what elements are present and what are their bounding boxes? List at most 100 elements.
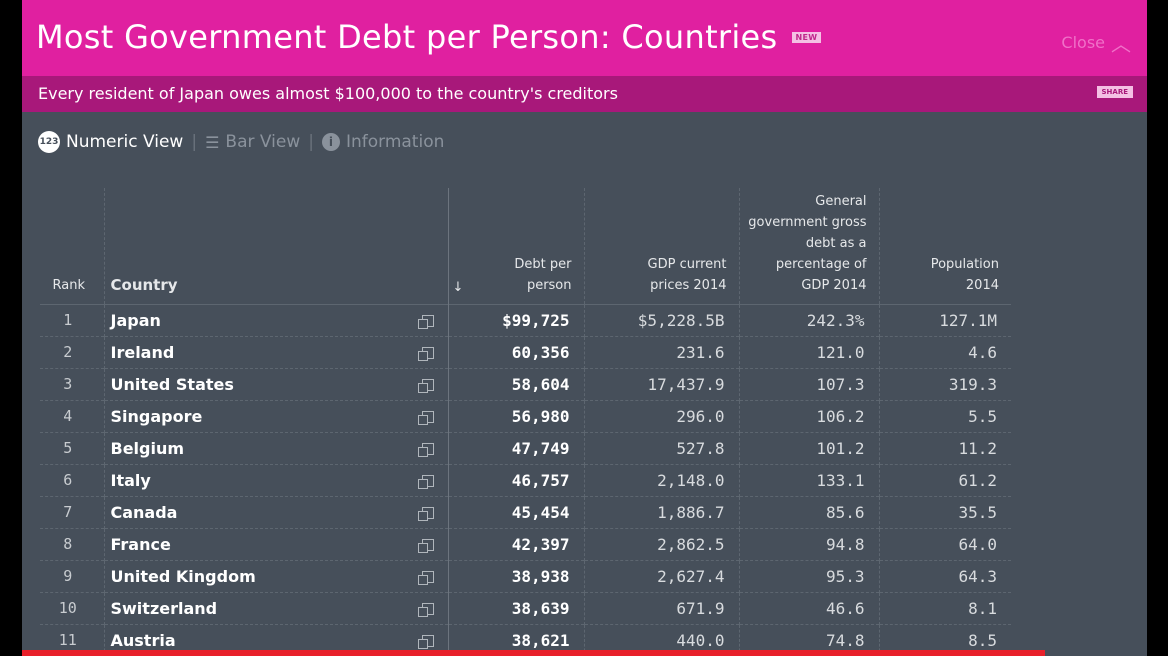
- cell-debt-pct-gdp: 94.8: [738, 527, 879, 560]
- cell-text: Switzerland: [110, 598, 218, 618]
- tab-bar-view[interactable]: Bar View: [225, 132, 301, 152]
- table-row[interactable]: 1 Japan $99,725 $5,228.5B 242.3% 127.1M: [40, 303, 1011, 336]
- cell-population: 319.3: [878, 367, 1011, 400]
- cell-text: 38,938: [511, 566, 570, 586]
- cell-text: 45,454: [511, 502, 570, 522]
- cell-text: 440.0: [676, 630, 725, 650]
- cell-text: 296.0: [676, 406, 725, 426]
- cell-text: 5: [63, 439, 73, 457]
- compare-icon[interactable]: [417, 602, 434, 617]
- cell-text: 38,639: [511, 598, 570, 618]
- cell-debt-per-person: 58,604: [447, 367, 584, 400]
- compare-icon[interactable]: [417, 474, 434, 489]
- cell-text: 46.6: [825, 598, 865, 618]
- col-country[interactable]: Country: [103, 188, 448, 304]
- panel: Most Government Debt per Person: Countri…: [22, 0, 1147, 656]
- compare-icon[interactable]: [417, 378, 434, 393]
- table-row[interactable]: 2 Ireland 60,356 231.6 121.0 4.6: [40, 335, 1011, 368]
- cell-text: 38,621: [511, 630, 570, 650]
- table-row[interactable]: 9 United Kingdom 38,938 2,627.4 95.3 64.3: [40, 559, 1011, 592]
- table-row[interactable]: 10 Switzerland 38,639 671.9 46.6 8.1: [40, 591, 1011, 624]
- cell-text: 231.6: [676, 342, 725, 362]
- numeric-view-icon: 123: [38, 131, 60, 153]
- compare-icon[interactable]: [417, 410, 434, 425]
- tab-information[interactable]: Information: [345, 132, 445, 152]
- cell-text: 8.1: [968, 598, 997, 618]
- cell-gdp: $5,228.5B: [583, 303, 739, 336]
- compare-icon[interactable]: [417, 346, 434, 361]
- cell-country: Singapore: [103, 399, 448, 432]
- cell-text: 58,604: [511, 374, 570, 394]
- cell-text: 242.3%: [806, 310, 865, 330]
- cell-text: 7: [63, 503, 73, 521]
- cell-text: France: [110, 534, 171, 554]
- table-row[interactable]: 6 Italy 46,757 2,148.0 133.1 61.2: [40, 463, 1011, 496]
- table-row[interactable]: 3 United States 58,604 17,437.9 107.3 319.3: [40, 367, 1011, 400]
- cell-debt-per-person: 42,397: [447, 527, 584, 560]
- cell-text: Canada: [110, 502, 178, 522]
- table-row[interactable]: 7 Canada 45,454 1,886.7 85.6 35.5: [40, 495, 1011, 528]
- cell-rank: 8: [40, 527, 104, 560]
- cell-debt-pct-gdp: 121.0: [738, 335, 879, 368]
- cell-text: 5.5: [968, 406, 997, 426]
- cell-gdp: 2,627.4: [583, 559, 739, 592]
- col-rank[interactable]: Rank: [52, 277, 85, 293]
- cell-gdp: 231.6: [583, 335, 739, 368]
- compare-icon[interactable]: [417, 442, 434, 457]
- divider: |: [191, 132, 198, 152]
- cell-text: 85.6: [825, 502, 865, 522]
- cell-text: Austria: [110, 630, 176, 650]
- subheader: Every resident of Japan owes almost $100…: [22, 76, 1147, 112]
- cell-text: Belgium: [110, 438, 185, 458]
- cell-rank: 10: [40, 591, 104, 624]
- cell-text: 60,356: [511, 342, 570, 362]
- col-debt-per-person[interactable]: ↓ Debt per person: [447, 188, 584, 304]
- cell-text: 42,397: [511, 534, 570, 554]
- cell-population: 4.6: [878, 335, 1011, 368]
- table-row[interactable]: 4 Singapore 56,980 296.0 106.2 5.5: [40, 399, 1011, 432]
- close-button[interactable]: Close ︿: [1061, 28, 1131, 57]
- cell-text: 64.0: [958, 534, 997, 554]
- cell-text: United States: [110, 374, 234, 394]
- cell-text: 527.8: [676, 438, 725, 458]
- compare-icon[interactable]: [417, 634, 434, 649]
- cell-country: Japan: [103, 303, 448, 336]
- col-debt-pct-gdp[interactable]: General government gross debt as a perce…: [738, 188, 879, 304]
- cell-gdp: 527.8: [583, 431, 739, 464]
- cell-text: Italy: [110, 470, 151, 490]
- cell-text: 10: [58, 599, 77, 617]
- col-population[interactable]: Population 2014: [878, 188, 1011, 304]
- cell-debt-per-person: 46,757: [447, 463, 584, 496]
- cell-debt-per-person: 38,639: [447, 591, 584, 624]
- cell-text: 8: [63, 535, 73, 553]
- compare-icon[interactable]: [417, 506, 434, 521]
- cell-debt-per-person: 56,980: [447, 399, 584, 432]
- cell-text: 11: [58, 631, 77, 650]
- cell-debt-per-person: 45,454: [447, 495, 584, 528]
- cell-country: Ireland: [103, 335, 448, 368]
- col-gdp[interactable]: GDP current prices 2014: [583, 188, 739, 304]
- compare-icon[interactable]: [417, 570, 434, 585]
- cell-text: 2,862.5: [657, 534, 725, 554]
- sort-arrow-icon: ↓: [452, 279, 464, 295]
- view-switcher: 123 Numeric View | ☰ Bar View | i Inform…: [38, 131, 444, 153]
- cell-country: Canada: [103, 495, 448, 528]
- cell-debt-pct-gdp: 242.3%: [738, 303, 879, 336]
- share-button[interactable]: SHARE: [1096, 86, 1133, 98]
- compare-icon[interactable]: [417, 538, 434, 553]
- cell-country: Switzerland: [103, 591, 448, 624]
- cell-rank: 3: [40, 367, 104, 400]
- tab-numeric-view[interactable]: Numeric View: [66, 132, 184, 152]
- cell-country: United States: [103, 367, 448, 400]
- cell-text: 6: [63, 471, 73, 489]
- cell-text: 74.8: [825, 630, 865, 650]
- table-row[interactable]: 8 France 42,397 2,862.5 94.8 64.0: [40, 527, 1011, 560]
- compare-icon[interactable]: [417, 314, 434, 329]
- cell-rank: 6: [40, 463, 104, 496]
- cell-text: 133.1: [816, 470, 865, 490]
- cell-rank: 4: [40, 399, 104, 432]
- cell-text: 671.9: [676, 598, 725, 618]
- cell-text: Ireland: [110, 342, 175, 362]
- table-row[interactable]: 5 Belgium 47,749 527.8 101.2 11.2: [40, 431, 1011, 464]
- cell-debt-pct-gdp: 101.2: [738, 431, 879, 464]
